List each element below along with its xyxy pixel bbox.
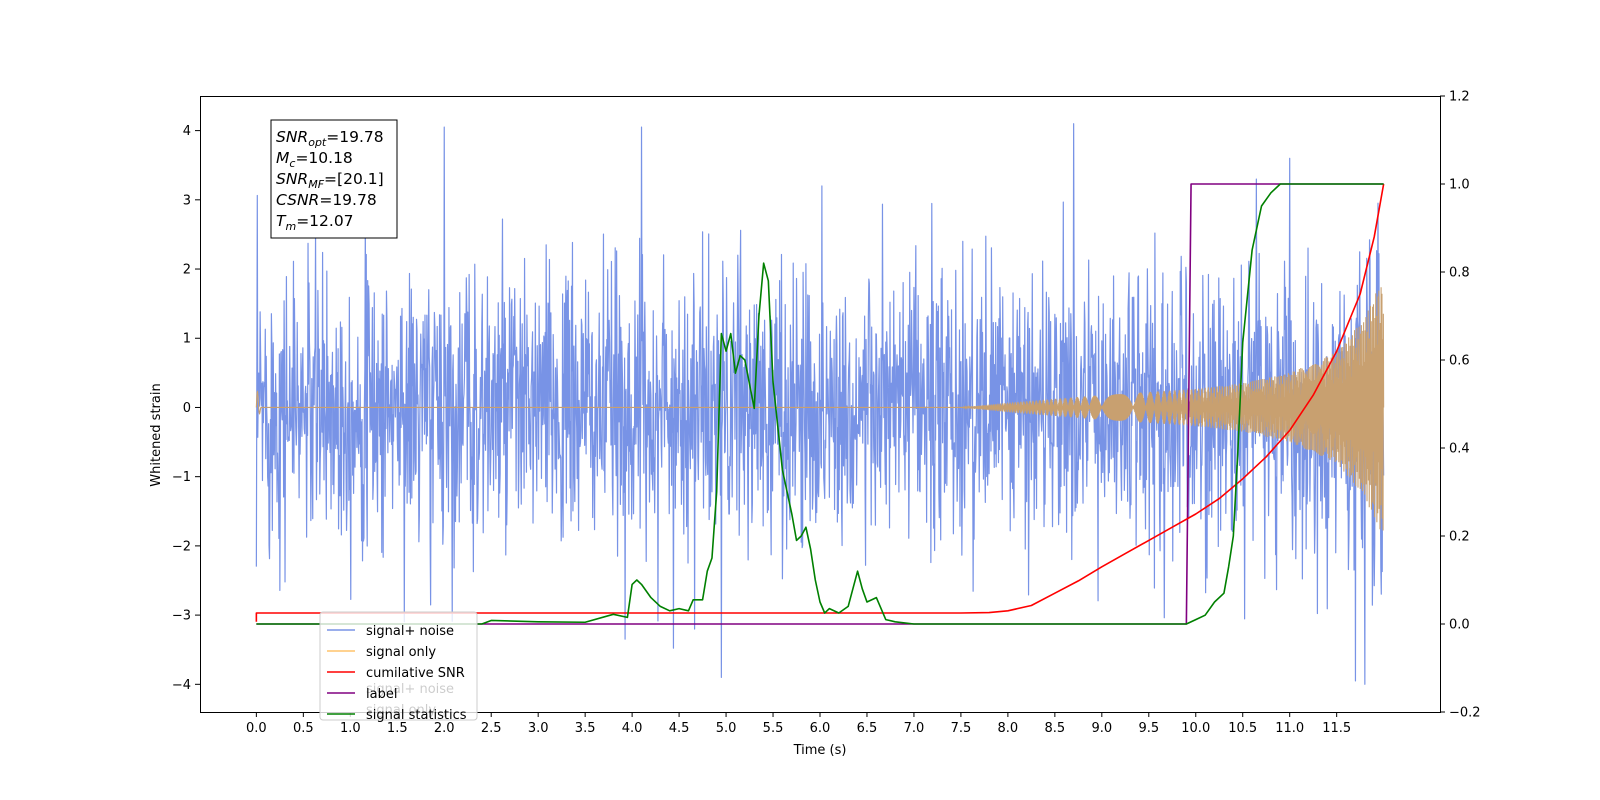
series-signal-only-line	[255, 287, 1385, 531]
stats-line: CSNR=19.78	[276, 191, 377, 209]
x-tick-label: 8.5	[1045, 721, 1066, 736]
x-tick-label: 5.0	[716, 721, 737, 736]
legend-label: cumilative SNR	[366, 666, 465, 681]
x-tick-label: 10.0	[1181, 721, 1210, 736]
y-tick-label: −1	[172, 470, 191, 485]
y2-tick-label: −0.2	[1449, 706, 1481, 721]
stats-line: SNRopt=19.78	[276, 128, 384, 149]
legend-label: label	[366, 687, 397, 702]
x-tick-label: 4.5	[669, 721, 690, 736]
x-tick-label: 7.0	[904, 721, 925, 736]
y-tick-label: 2	[183, 263, 191, 278]
series-cumilative-snr-line	[255, 183, 1385, 622]
y-tick-label: 4	[183, 124, 191, 139]
x-tick-label: 0.0	[246, 721, 267, 736]
x-tick-label: 11.0	[1275, 721, 1304, 736]
stats-line: Mc=10.18	[276, 149, 353, 170]
y2-tick-label: 0.4	[1449, 442, 1470, 457]
y-axis-label: Whitened strain	[149, 383, 164, 486]
y-tick-label: 1	[183, 332, 191, 347]
y2-tick-label: 0.6	[1449, 354, 1470, 369]
y2-tick-label: 1.2	[1449, 90, 1470, 105]
x-tick-label: 10.5	[1228, 721, 1257, 736]
x-tick-label: 3.5	[575, 721, 596, 736]
y2-tick-label: 0.8	[1449, 266, 1470, 281]
stats-box-frame	[270, 119, 398, 239]
x-axis-label: Time (s)	[793, 743, 847, 758]
x-tick-label: 3.0	[528, 721, 549, 736]
legend-label: signal only	[366, 645, 436, 660]
y2-tick-label: 1.0	[1449, 178, 1470, 193]
y-tick-label: −2	[172, 539, 191, 554]
series-signal-statistics-line	[256, 183, 1384, 625]
x-tick-label: 6.5	[857, 721, 878, 736]
y-tick-label: −3	[172, 609, 191, 624]
x-tick-label: 1.0	[340, 721, 361, 736]
x-tick-label: 2.0	[434, 721, 455, 736]
x-tick-label: 1.5	[387, 721, 408, 736]
series-signal-noise-line	[255, 123, 1385, 685]
legend-label: signal+ noise	[366, 624, 454, 639]
stats-line: Tm=12.07	[276, 212, 354, 233]
x-tick-label: 9.5	[1138, 721, 1159, 736]
x-tick-label: 6.0	[810, 721, 831, 736]
x-tick-label: 0.5	[293, 721, 314, 736]
axis-ticks: 0.0 0.5 1.0 1.5 2.0 2.5 3.0 3.5 4.0 4.5 5.0 5.5 6.0 6…	[172, 90, 1481, 737]
x-tick-label: 11.5	[1322, 721, 1351, 736]
stats-box: SNRopt=19.78Mc=10.18SNRMF=[20.1]CSNR=19.…	[270, 119, 398, 239]
legend-frame	[319, 611, 478, 721]
x-tick-label: 7.5	[951, 721, 972, 736]
stats-line: SNRMF=[20.1]	[276, 170, 384, 191]
y2-tick-label: 0.0	[1449, 618, 1470, 633]
x-tick-label: 9.0	[1091, 721, 1112, 736]
x-tick-label: 2.5	[481, 721, 502, 736]
y-tick-label: −4	[172, 678, 191, 693]
x-tick-label: 4.0	[622, 721, 643, 736]
x-tick-label: 5.5	[763, 721, 784, 736]
plot-area	[255, 123, 1385, 685]
y-tick-label: 3	[183, 193, 191, 208]
y-tick-label: 0	[183, 401, 191, 416]
legend-label: signal statistics	[366, 708, 467, 723]
x-tick-label: 8.0	[998, 721, 1019, 736]
y2-tick-label: 0.2	[1449, 530, 1470, 545]
